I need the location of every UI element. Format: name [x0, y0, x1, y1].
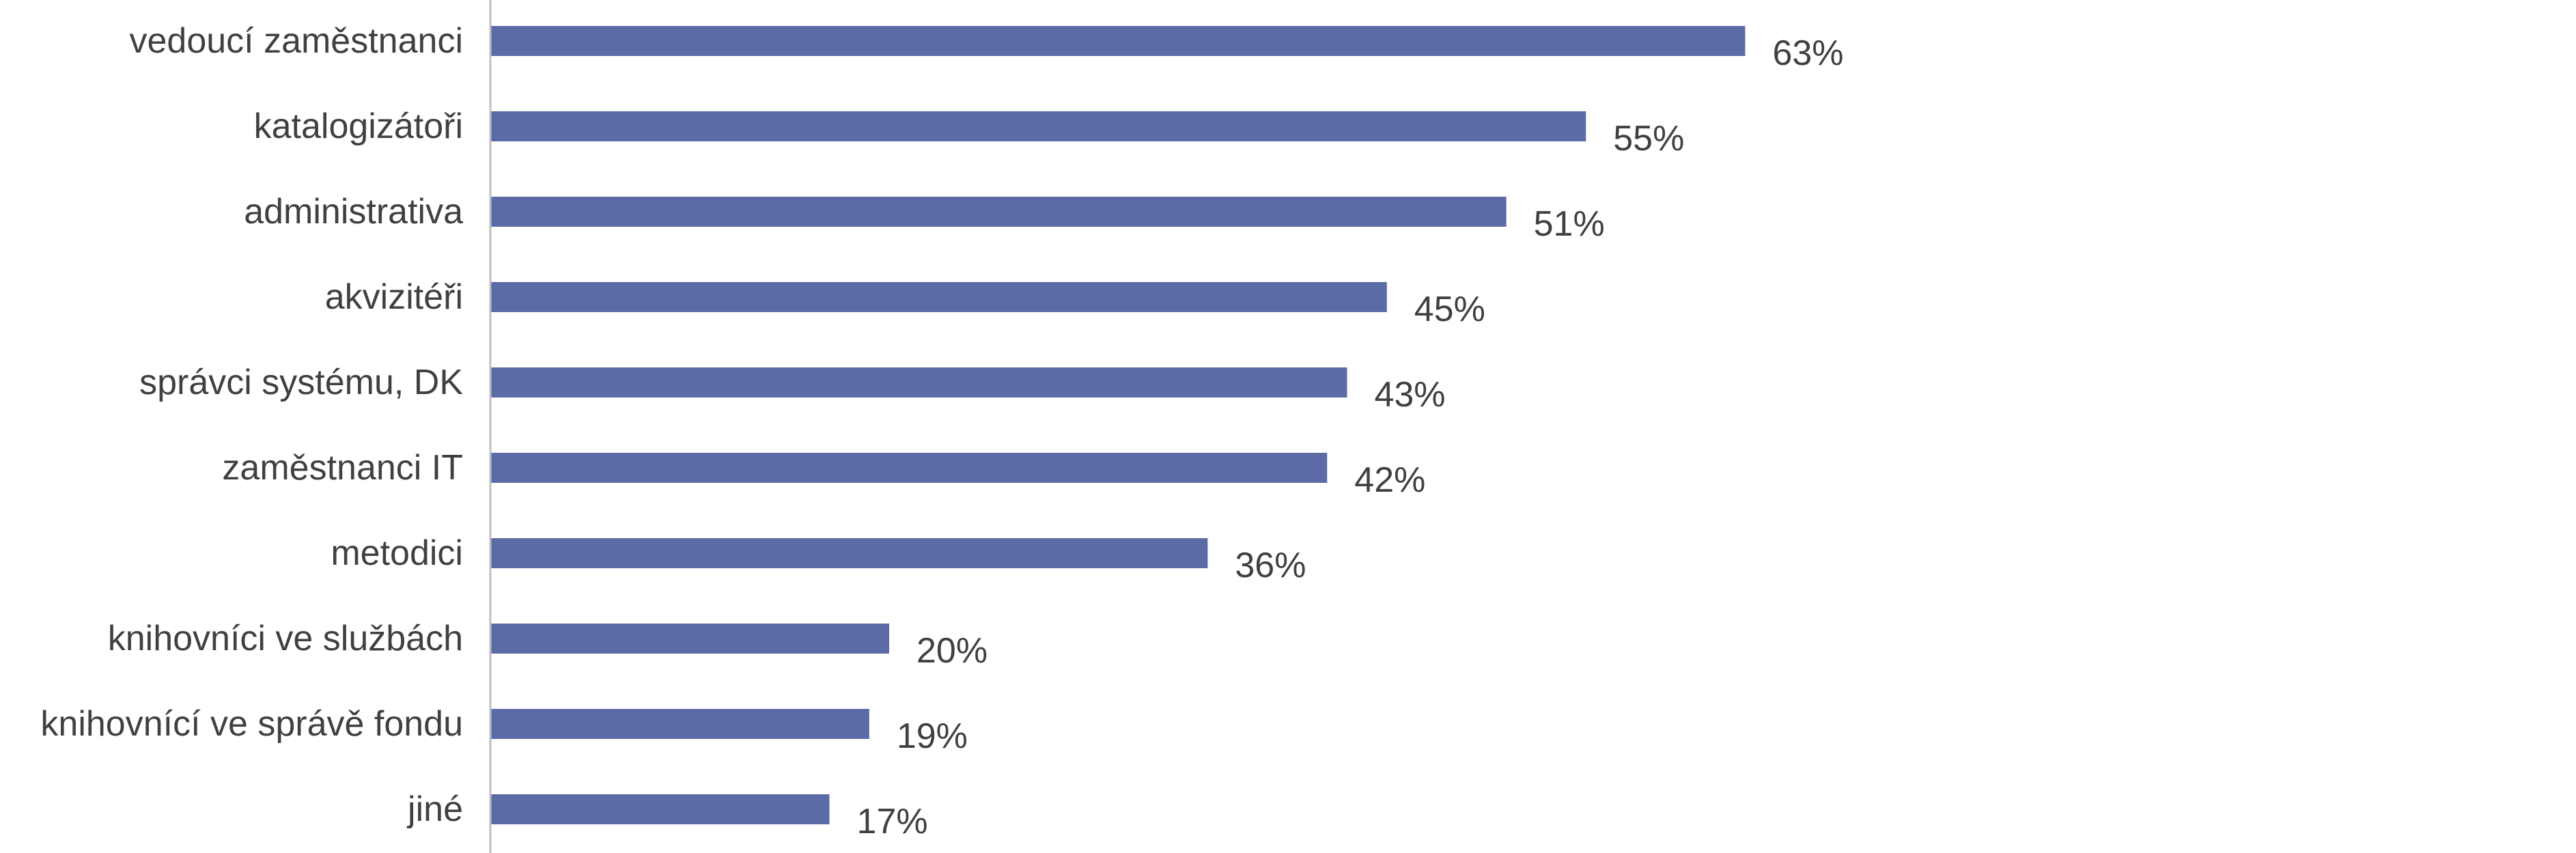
bar	[491, 453, 1328, 483]
category-label: metodici	[331, 533, 463, 573]
bar	[491, 282, 1387, 312]
bar	[491, 367, 1347, 397]
bar	[491, 794, 830, 824]
bar	[491, 26, 1746, 56]
bar	[491, 111, 1586, 141]
value-label: 63%	[1772, 33, 1843, 73]
bars-group	[491, 26, 1746, 824]
value-label: 36%	[1235, 546, 1306, 585]
category-label: jiné	[406, 789, 463, 829]
category-label: správci systému, DK	[139, 363, 463, 402]
bar	[491, 709, 869, 739]
value-label: 42%	[1354, 460, 1425, 500]
value-label: 43%	[1374, 375, 1445, 415]
value-label: 20%	[916, 631, 988, 671]
category-label: zaměstnanci IT	[222, 448, 463, 488]
value-label: 17%	[857, 802, 928, 841]
bar	[491, 624, 889, 654]
category-labels-group: vedoucí zaměstnanci katalogizátoři adminis…	[40, 21, 463, 829]
value-labels-group: 63% 55% 51% 45% 43% 42% 36% 20% 19% 17%	[857, 33, 1844, 841]
value-label: 19%	[897, 716, 968, 756]
category-label: katalogizátoři	[254, 107, 463, 146]
bar	[491, 538, 1208, 568]
category-label: akvizitéři	[325, 277, 463, 317]
category-label: knihovníci ve službách	[108, 619, 463, 658]
value-label: 55%	[1613, 119, 1684, 158]
value-label: 51%	[1534, 204, 1605, 244]
category-label: administrativa	[244, 192, 463, 232]
bar	[491, 197, 1507, 227]
value-label: 45%	[1414, 290, 1485, 329]
category-label: vedoucí zaměstnanci	[130, 21, 464, 61]
category-label: knihovnící ve správě fondu	[40, 704, 463, 744]
